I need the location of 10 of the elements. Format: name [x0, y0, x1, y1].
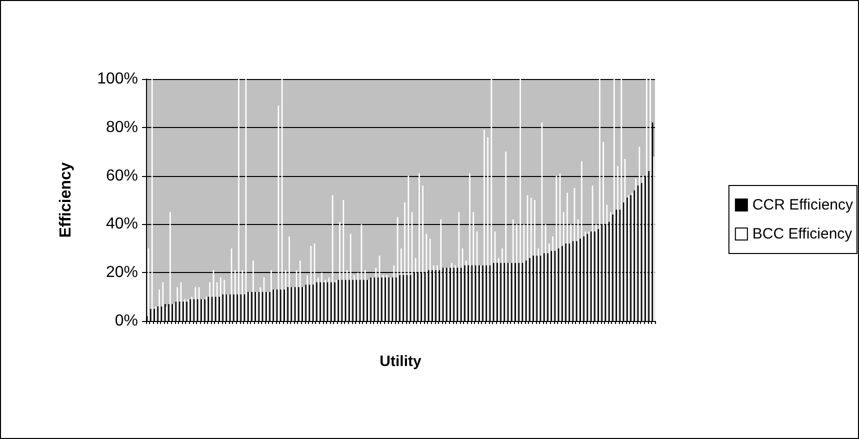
- y-tick-label: 20%: [106, 264, 138, 282]
- y-axis-title: Efficiency: [58, 162, 74, 238]
- y-tick-label: 60%: [106, 167, 138, 184]
- legend-label: CCR Efficiency: [752, 196, 854, 214]
- x-axis-title: Utility: [380, 353, 422, 370]
- y-tick-label: 80%: [106, 118, 138, 136]
- y-tick-label: 100%: [97, 70, 138, 88]
- legend-label: BCC Efficiency: [752, 226, 853, 242]
- y-tick-label: 0%: [114, 312, 138, 330]
- y-tick-label: 40%: [106, 216, 138, 233]
